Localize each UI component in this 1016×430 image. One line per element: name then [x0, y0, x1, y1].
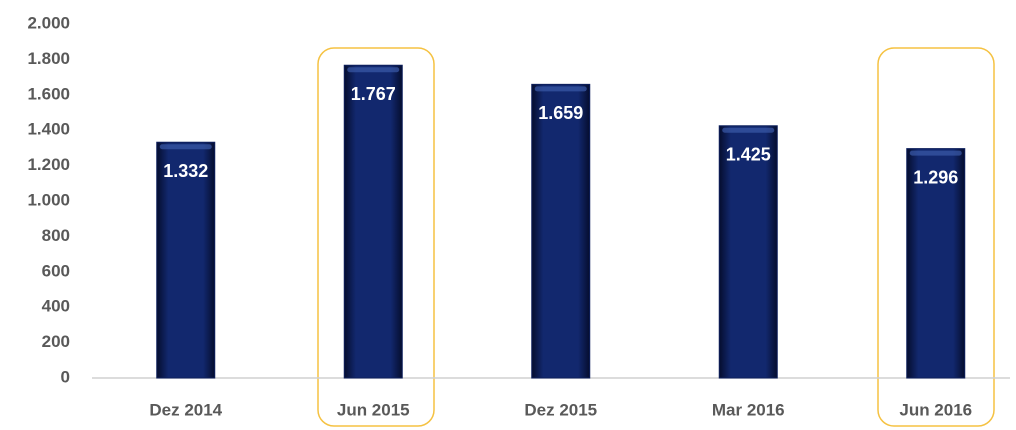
x-tick-label: Jun 2015	[337, 400, 410, 419]
bar-cap	[722, 127, 775, 133]
bar	[156, 141, 216, 379]
bar-cap	[159, 144, 212, 150]
y-tick-label: 600	[42, 261, 70, 280]
x-tick-label: Jun 2016	[899, 400, 972, 419]
y-tick-label: 0	[61, 367, 70, 386]
y-tick-label: 1.600	[27, 84, 70, 103]
value-label: 1.296	[913, 167, 958, 187]
y-tick-label: 400	[42, 297, 70, 316]
bar	[718, 125, 778, 379]
highlight-box	[317, 47, 435, 427]
bar-cap	[347, 67, 400, 73]
x-tick-label: Mar 2016	[712, 400, 785, 419]
bar	[343, 64, 403, 379]
y-tick-label: 1.000	[27, 190, 70, 209]
value-label: 1.425	[726, 145, 771, 165]
bar	[906, 148, 966, 379]
y-tick-label: 2.000	[27, 13, 70, 32]
value-label: 1.332	[163, 161, 208, 181]
y-tick-label: 800	[42, 226, 70, 245]
y-tick-label: 200	[42, 332, 70, 351]
highlight-box	[877, 47, 995, 427]
x-tick-label: Dez 2014	[149, 400, 222, 419]
y-tick-label: 1.400	[27, 120, 70, 139]
y-tick-label: 1.200	[27, 155, 70, 174]
y-tick-label: 1.800	[27, 49, 70, 68]
value-label: 1.659	[538, 103, 583, 123]
bar-cap	[909, 150, 962, 156]
x-tick-label: Dez 2015	[524, 400, 597, 419]
bar	[531, 83, 591, 379]
bar-cap	[534, 86, 587, 92]
value-label: 1.767	[351, 84, 396, 104]
